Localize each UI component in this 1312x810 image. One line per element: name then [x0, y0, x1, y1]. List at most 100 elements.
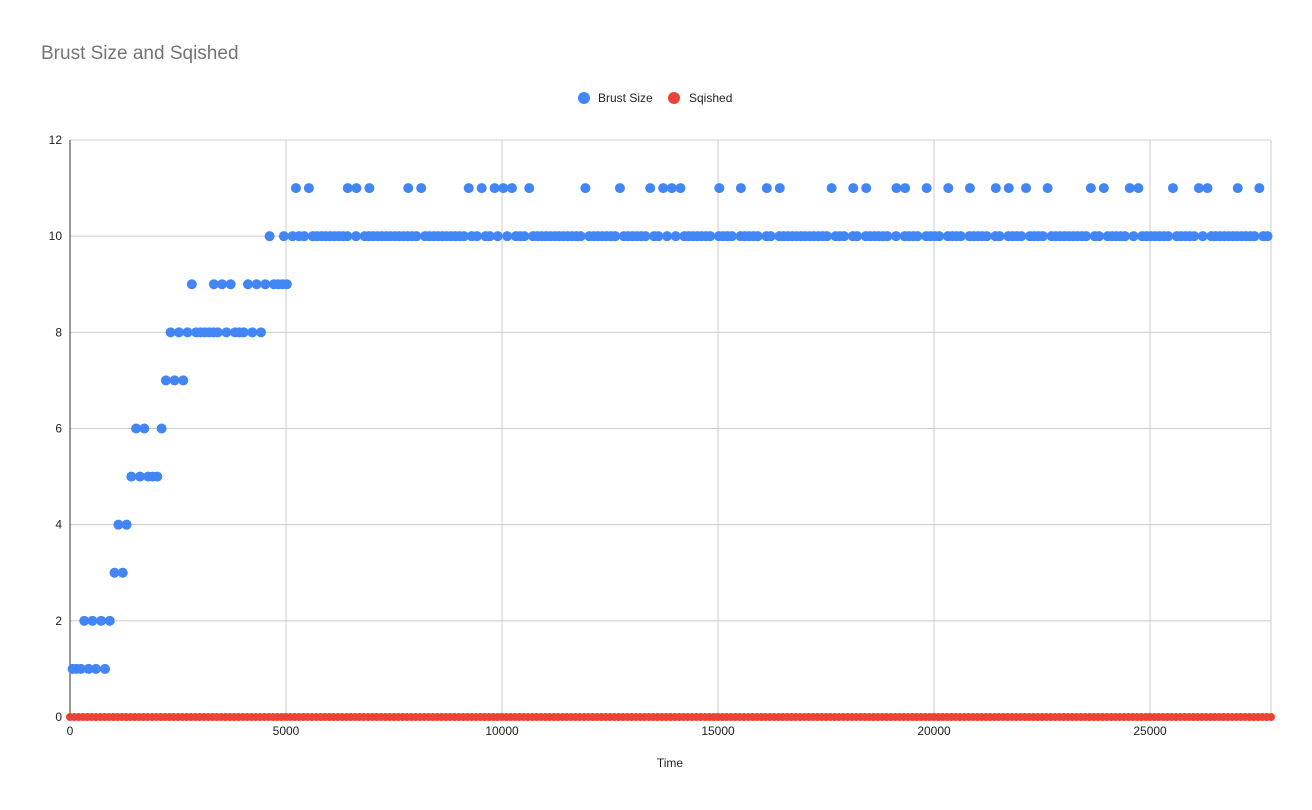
x-axis-title: Time: [657, 756, 684, 770]
data-point-brust-size: [1119, 231, 1130, 242]
y-tick-label: 8: [55, 325, 62, 339]
legend-label-sqished: Sqished: [689, 91, 732, 105]
data-point-brust-size: [255, 327, 266, 338]
data-point-brust-size: [1193, 183, 1204, 194]
data-point-brust-size: [666, 183, 677, 194]
data-point-brust-size: [1202, 183, 1213, 194]
data-point-brust-size: [221, 327, 232, 338]
data-point-brust-size: [126, 471, 137, 482]
data-point-brust-size: [169, 375, 180, 386]
x-tick-label: 20000: [917, 724, 951, 738]
data-point-brust-size: [994, 231, 1005, 242]
data-point-brust-size: [882, 231, 893, 242]
data-point-brust-size: [1249, 231, 1260, 242]
data-point-brust-size: [178, 375, 189, 386]
data-point-brust-size: [1094, 231, 1105, 242]
data-point-brust-size: [658, 183, 669, 194]
series-sqished: [66, 713, 1275, 721]
data-point-brust-size: [134, 471, 145, 482]
data-point-brust-size: [852, 231, 863, 242]
data-point-brust-size: [156, 423, 167, 434]
legend-marker-brust-size: [578, 92, 590, 104]
data-point-brust-size: [492, 231, 503, 242]
data-point-brust-size: [411, 231, 422, 242]
data-point-brust-size: [580, 183, 591, 194]
data-point-brust-size: [251, 279, 262, 290]
data-point-brust-size: [1163, 231, 1174, 242]
data-point-brust-size: [83, 663, 94, 674]
data-point-brust-size: [934, 231, 945, 242]
data-point-brust-size: [96, 615, 107, 626]
data-point-brust-size: [645, 183, 656, 194]
y-tick-label: 2: [55, 614, 62, 628]
data-point-brust-size: [774, 183, 785, 194]
data-point-brust-size: [502, 231, 513, 242]
data-point-brust-size: [160, 375, 171, 386]
data-point-brust-size: [364, 183, 375, 194]
y-tick-label: 10: [49, 229, 63, 243]
data-point-brust-size: [1128, 231, 1139, 242]
data-point-brust-size: [653, 231, 664, 242]
data-point-brust-size: [1232, 183, 1243, 194]
data-point-brust-size: [1167, 183, 1178, 194]
data-point-sqished: [1267, 713, 1275, 721]
data-point-brust-size: [182, 327, 193, 338]
data-point-brust-size: [752, 231, 763, 242]
data-point-brust-size: [848, 183, 859, 194]
data-point-brust-size: [90, 663, 101, 674]
data-point-brust-size: [498, 183, 509, 194]
series-brust-size: [67, 183, 1273, 674]
data-point-brust-size: [186, 279, 197, 290]
data-point-brust-size: [735, 183, 746, 194]
y-tick-label: 0: [55, 710, 62, 724]
data-point-brust-size: [1037, 231, 1048, 242]
legend-item-sqished[interactable]: Sqished: [668, 91, 732, 105]
data-point-brust-size: [1081, 231, 1092, 242]
data-point-brust-size: [1254, 183, 1265, 194]
legend-label-brust-size: Brust Size: [598, 91, 653, 105]
data-point-brust-size: [614, 183, 625, 194]
x-tick-label: 0: [67, 724, 74, 738]
data-point-brust-size: [109, 567, 120, 578]
data-point-brust-size: [1197, 231, 1208, 242]
data-point-brust-size: [821, 231, 832, 242]
x-axis-ticks: 0 5000 10000 15000 20000 25000: [67, 724, 1167, 738]
data-point-brust-size: [139, 423, 150, 434]
data-point-brust-size: [87, 615, 98, 626]
data-point-brust-size: [981, 231, 992, 242]
data-point-brust-size: [238, 327, 249, 338]
data-point-brust-size: [342, 231, 353, 242]
data-point-brust-size: [1042, 183, 1053, 194]
data-point-brust-size: [714, 183, 725, 194]
x-tick-label: 25000: [1133, 724, 1167, 738]
data-point-brust-size: [242, 279, 253, 290]
data-point-brust-size: [640, 231, 651, 242]
data-point-brust-size: [290, 183, 301, 194]
data-point-brust-size: [281, 279, 292, 290]
y-axis-ticks: 0 2 4 6 8 10 12: [49, 133, 63, 724]
data-point-brust-size: [212, 327, 223, 338]
data-point-brust-size: [79, 615, 90, 626]
data-point-brust-size: [351, 183, 362, 194]
legend-item-brust-size[interactable]: Brust Size: [578, 91, 653, 105]
data-point-brust-size: [99, 663, 110, 674]
data-point-brust-size: [990, 183, 1001, 194]
data-point-brust-size: [403, 183, 414, 194]
data-point-brust-size: [575, 231, 586, 242]
data-point-brust-size: [264, 231, 275, 242]
data-point-brust-size: [225, 279, 236, 290]
data-point-brust-size: [1124, 183, 1135, 194]
data-point-brust-size: [1133, 183, 1144, 194]
data-point-brust-size: [113, 519, 124, 530]
legend-marker-sqished: [668, 92, 680, 104]
data-point-brust-size: [299, 231, 310, 242]
data-point-brust-size: [662, 231, 673, 242]
gridlines: [70, 139, 1272, 717]
y-tick-label: 4: [55, 518, 62, 532]
data-point-brust-size: [303, 183, 314, 194]
data-point-brust-size: [726, 231, 737, 242]
data-point-brust-size: [471, 231, 482, 242]
data-point-brust-size: [761, 183, 772, 194]
